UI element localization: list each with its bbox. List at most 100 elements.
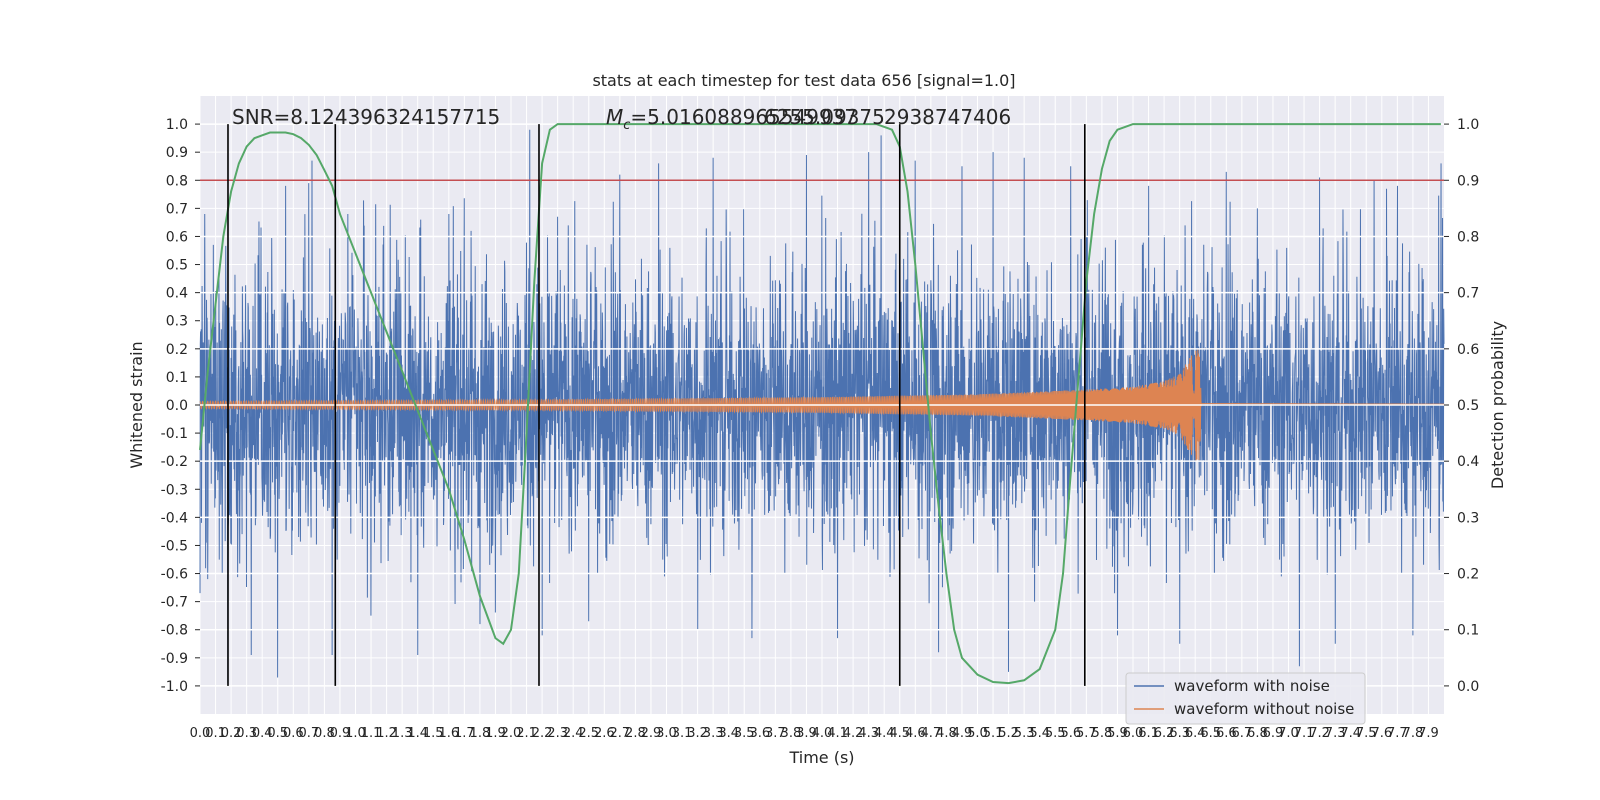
- x-tick-label: 3.7: [765, 726, 786, 741]
- x-tick-label: 6.7: [1232, 726, 1253, 741]
- x-tick-label: 2.2: [532, 726, 553, 741]
- y-tick-label-right: 0.1: [1457, 623, 1479, 639]
- y-tick-label-left: 0.1: [166, 370, 188, 386]
- y-tick-label-right: 0.8: [1457, 229, 1479, 245]
- x-tick-label: 7.7: [1387, 726, 1408, 741]
- event-marker-lines: [227, 124, 1086, 686]
- x-tick-label: 3.2: [687, 726, 708, 741]
- x-tick-label: 3.8: [781, 726, 802, 741]
- x-tick-label: 0.7: [299, 726, 320, 741]
- y-tick-label-right: 0.5: [1457, 398, 1479, 414]
- x-tick-label: 7.0: [1278, 726, 1299, 741]
- x-tick-label: 2.8: [625, 726, 646, 741]
- chirp-mass-annotation: Mc=5.016088965549937: [606, 105, 857, 133]
- y-tick-label-right: 0.2: [1457, 567, 1479, 583]
- x-tick-label: 0.5: [267, 726, 288, 741]
- overlap-annotation: 6255.09375: [764, 105, 885, 129]
- x-tick-label: 3.5: [734, 726, 755, 741]
- x-tick-label: 1.1: [361, 726, 382, 741]
- x-tick-label: 5.3: [1014, 726, 1035, 741]
- x-tick-label: 0.6: [283, 726, 304, 741]
- y-tick-label-left: 1.0: [166, 117, 188, 133]
- y-tick-label-left: 0.6: [166, 229, 188, 245]
- x-tick-label: 7.5: [1356, 726, 1377, 741]
- y-tick-label-right: 0.7: [1457, 286, 1479, 302]
- x-tick-label: 3.0: [656, 726, 677, 741]
- right-y-ticks: 0.0 0.1 0.2 0.3 0.4 0.5 0.6 0.7 0.8 0.9 1.0: [1444, 117, 1479, 695]
- x-tick-label: 7.8: [1403, 726, 1424, 741]
- x-tick-label: 4.4: [874, 726, 895, 741]
- x-tick-label: 6.5: [1200, 726, 1221, 741]
- x-ticks: 0.00.10.20.30.40.50.60.70.80.91.01.11.21…: [190, 726, 1439, 741]
- x-tick-label: 5.1: [983, 726, 1004, 741]
- y-tick-label-left: 0.5: [166, 258, 188, 274]
- y-tick-label-left: -0.3: [161, 482, 188, 498]
- x-tick-label: 6.2: [1154, 726, 1175, 741]
- snr-annotation: SNR=8.124396324157715: [232, 105, 500, 129]
- chirp-mass-subscript: c: [623, 118, 630, 133]
- x-axis-label: Time (s): [788, 748, 854, 767]
- y-tick-label-left: 0.4: [166, 286, 188, 302]
- left-y-ticks: -1.0 -0.9 -0.8 -0.7 -0.6 -0.5 -0.4 -0.3 -0.2 -0.1…: [161, 117, 200, 695]
- x-tick-label: 5.2: [998, 726, 1019, 741]
- y-tick-label-right: 0.4: [1457, 454, 1479, 470]
- x-tick-label: 4.0: [812, 726, 833, 741]
- legend-box: [1125, 672, 1366, 725]
- x-tick-label: 0.1: [205, 726, 226, 741]
- x-tick-label: 6.3: [1169, 726, 1190, 741]
- y-tick-label-left: 0.8: [166, 173, 188, 189]
- y-tick-label-left: 0.2: [166, 342, 188, 358]
- y-tick-label-right: 0.9: [1457, 173, 1479, 189]
- x-tick-label: 7.2: [1309, 726, 1330, 741]
- x-tick-label: 7.4: [1340, 726, 1361, 741]
- x-tick-label: 1.6: [438, 726, 459, 741]
- x-tick-label: 1.9: [485, 726, 506, 741]
- x-tick-label: 3.4: [718, 726, 739, 741]
- x-tick-label: 0.3: [236, 726, 257, 741]
- y-tick-label-right: 0.3: [1457, 510, 1479, 526]
- x-tick-label: 1.4: [407, 726, 428, 741]
- y-tick-label-left: -0.1: [161, 426, 188, 442]
- x-tick-label: 1.8: [470, 726, 491, 741]
- x-tick-label: 6.6: [1216, 726, 1237, 741]
- y-tick-label-left: -0.2: [161, 454, 188, 470]
- x-tick-label: 5.0: [967, 726, 988, 741]
- y-tick-label-left: 0.9: [166, 145, 188, 161]
- trailing-annotation: 2938747406: [884, 105, 1011, 129]
- series-detection-probability: [199, 123, 1441, 685]
- x-tick-label: 4.3: [858, 726, 879, 741]
- x-tick-label: 4.5: [889, 726, 910, 741]
- x-tick-label: 7.6: [1371, 726, 1392, 741]
- x-tick-label: 2.7: [610, 726, 631, 741]
- x-tick-label: 2.4: [563, 726, 584, 741]
- x-tick-label: 5.4: [1029, 726, 1050, 741]
- x-tick-label: 4.7: [921, 726, 942, 741]
- series-waveform-without-noise: [199, 348, 1444, 461]
- x-tick-label: 1.0: [345, 726, 366, 741]
- x-tick-label: 6.8: [1247, 726, 1268, 741]
- x-tick-label: 2.6: [594, 726, 615, 741]
- x-tick-label: 0.8: [314, 726, 335, 741]
- x-tick-label: 6.9: [1263, 726, 1284, 741]
- y-tick-label-left: -0.8: [161, 623, 188, 639]
- x-tick-label: 1.7: [454, 726, 475, 741]
- y-tick-label-left: 0.7: [166, 201, 188, 217]
- plot-content: [199, 123, 1445, 687]
- x-tick-label: 2.3: [547, 726, 568, 741]
- x-tick-label: 6.0: [1123, 726, 1144, 741]
- x-tick-label: 5.8: [1092, 726, 1113, 741]
- x-tick-label: 7.1: [1294, 726, 1315, 741]
- x-tick-label: 3.6: [749, 726, 770, 741]
- y-tick-label-left: -0.6: [161, 567, 188, 583]
- x-tick-label: 7.9: [1418, 726, 1439, 741]
- x-tick-label: 4.6: [905, 726, 926, 741]
- series-waveform-with-noise: [199, 129, 1445, 684]
- y-axis-label-left: Whitened strain: [127, 341, 146, 468]
- x-tick-label: 0.4: [252, 726, 273, 741]
- y-tick-label-left: -0.7: [161, 595, 188, 611]
- legend-label-with-noise: waveform with noise: [1174, 677, 1330, 695]
- y-tick-label-left: 0.0: [166, 398, 188, 414]
- y-tick-label-right: 1.0: [1457, 117, 1479, 133]
- x-tick-label: 7.3: [1325, 726, 1346, 741]
